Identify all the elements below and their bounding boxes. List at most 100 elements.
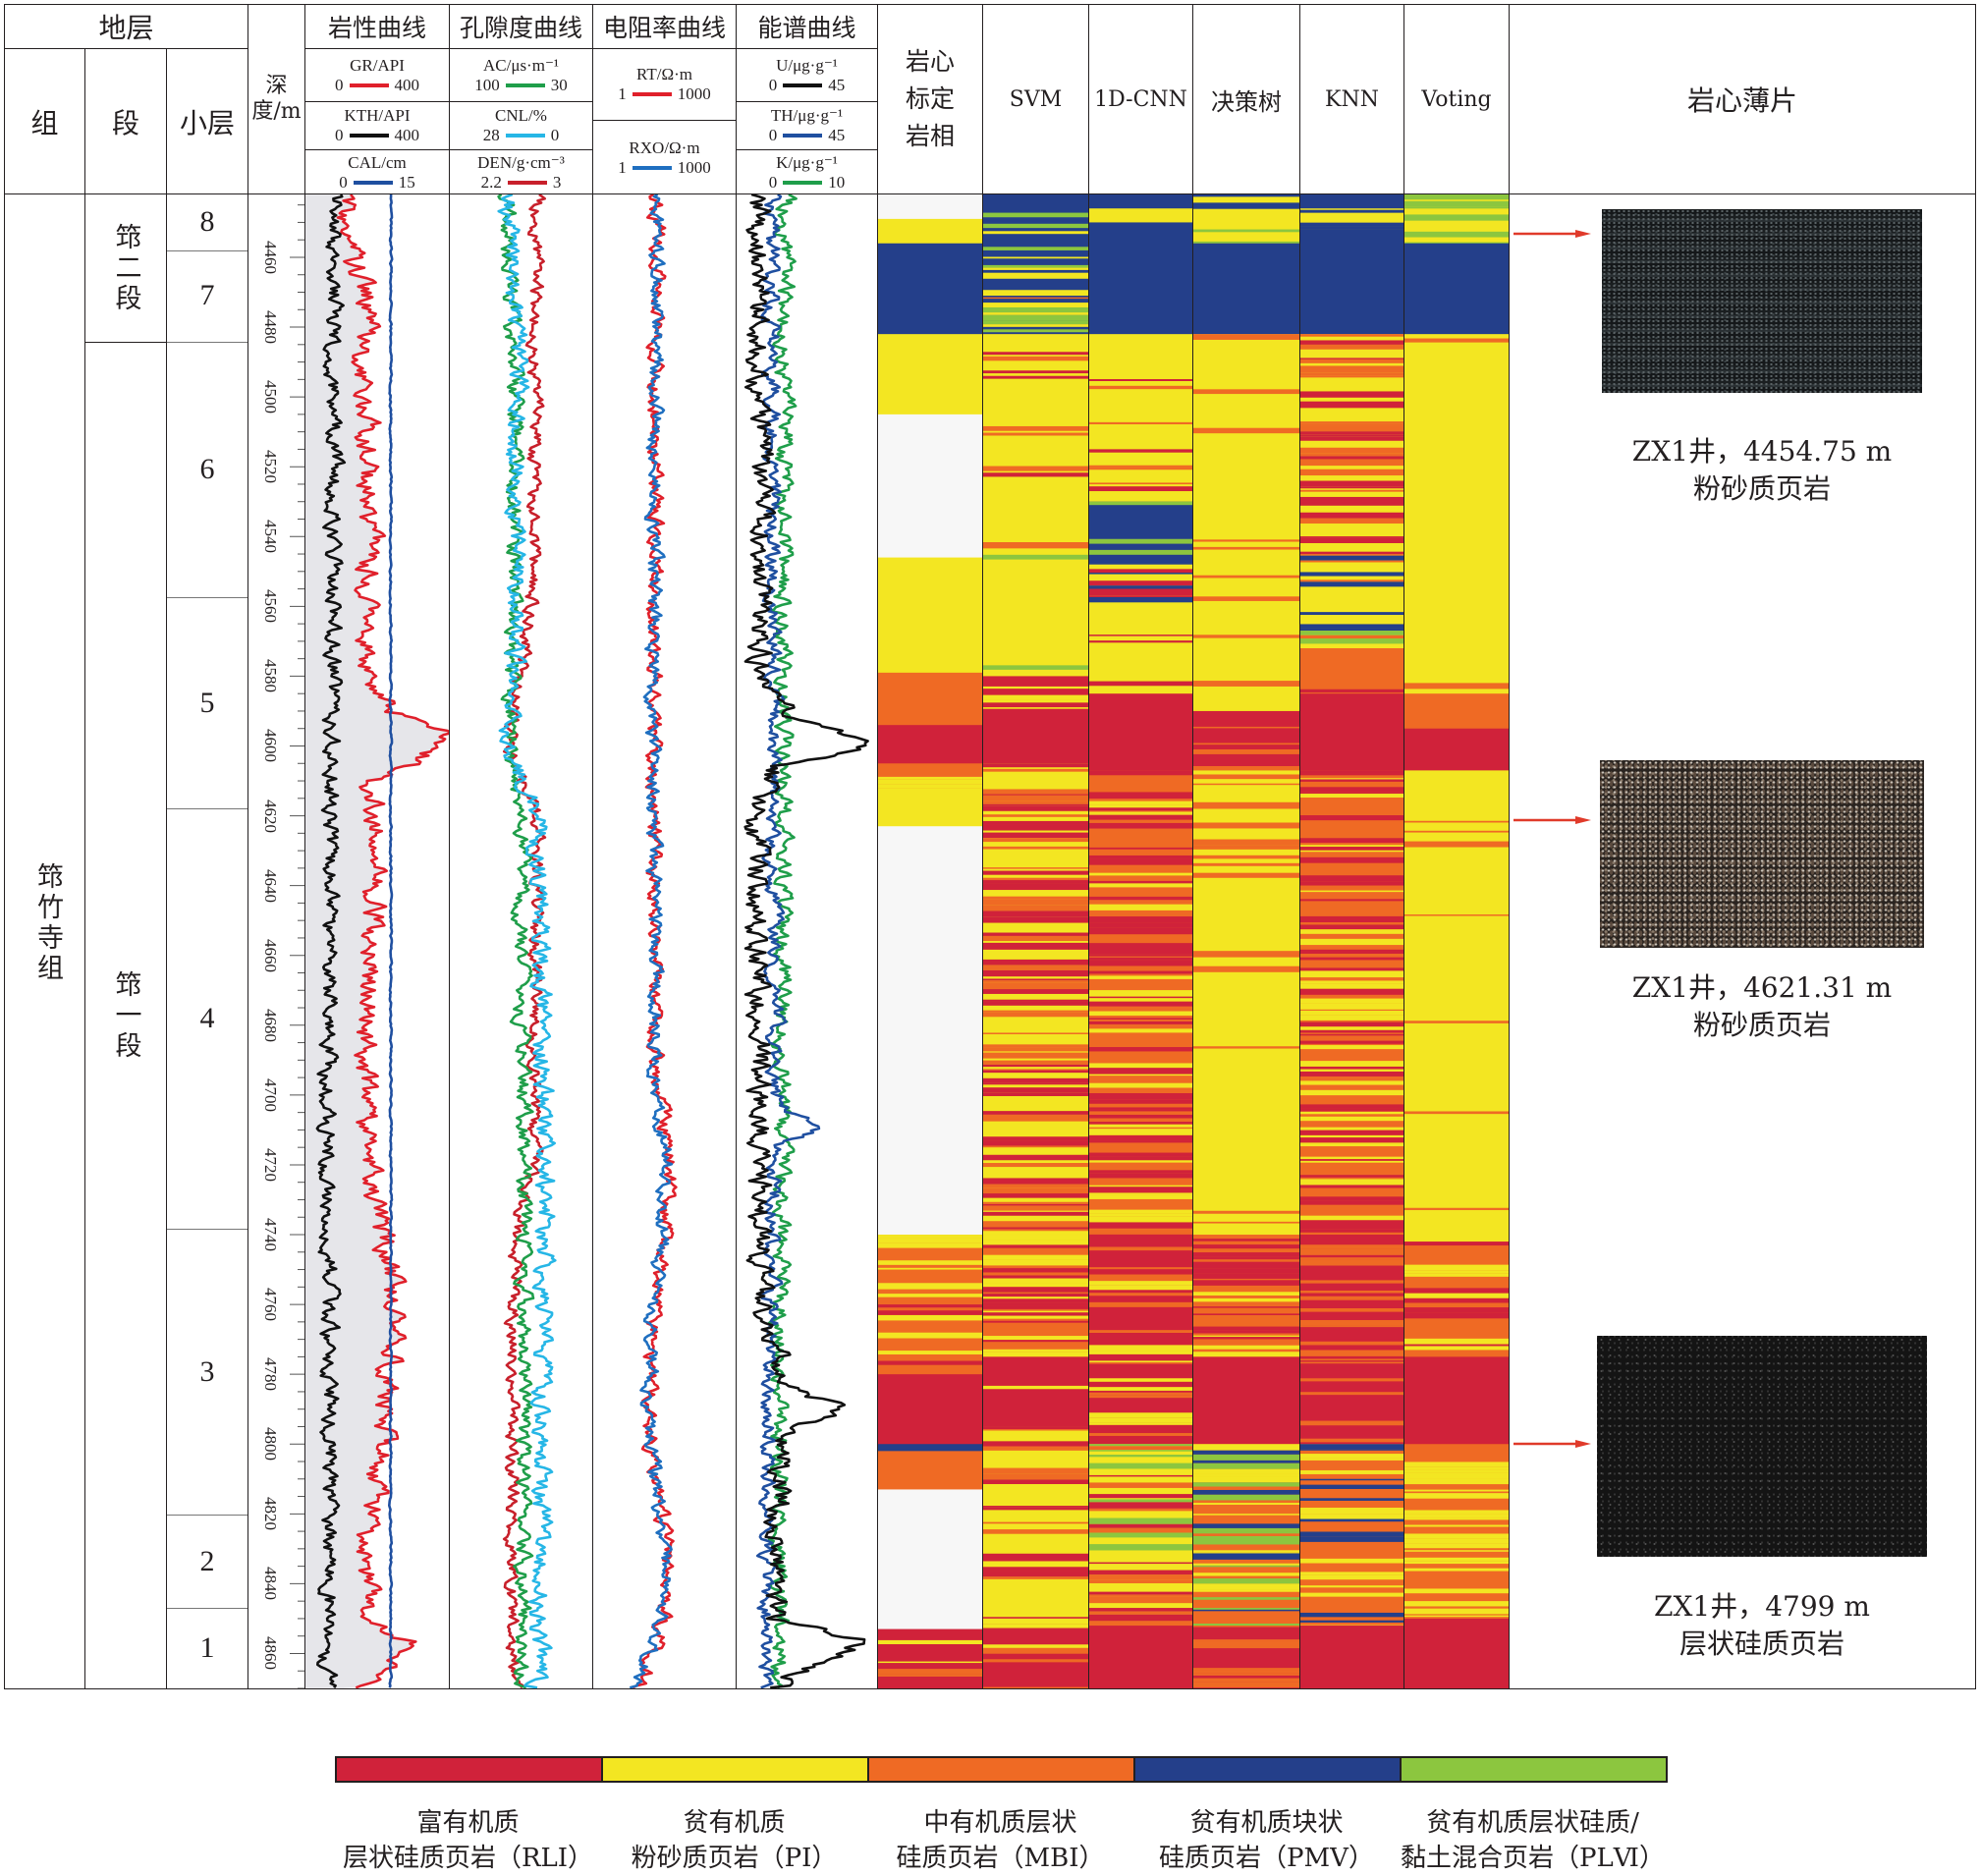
curve-name: TH/μg·g⁻¹ [770, 106, 844, 125]
facies-band-rli [1300, 787, 1403, 793]
facies-band-rli [983, 1298, 1088, 1303]
curve-min: 28 [482, 126, 500, 144]
facies-band-pi [1300, 1572, 1403, 1575]
facies-band-rli [1089, 1186, 1192, 1191]
curve-max: 10 [828, 172, 846, 192]
facies-band-rli [1089, 1107, 1192, 1110]
facies-bands [1300, 194, 1403, 1688]
facies-band-mbi [1300, 1341, 1403, 1346]
facies-band-rli [983, 803, 1088, 806]
facies-band-rli [1089, 1021, 1192, 1024]
facies-band-rli [983, 1618, 1088, 1688]
model-header-svm: SVM [982, 4, 1089, 194]
facies-band-rli [1193, 710, 1299, 771]
facies-band-mbi [983, 846, 1088, 850]
facies-band-pi [1404, 1538, 1509, 1544]
facies-band-rli [1089, 1173, 1192, 1179]
core-lithology: 粉砂质页岩 [1692, 472, 1831, 505]
facies-band-pi [983, 267, 1088, 270]
facies-band-plvi [1089, 1517, 1192, 1524]
track-title: 电阻率曲线 [592, 4, 737, 49]
facies-band-pi [1404, 1517, 1509, 1520]
gr-shading [305, 194, 449, 1688]
facies-band-rli [1300, 1220, 1403, 1226]
facies-band-rli [1300, 957, 1403, 960]
facies-band-rli [983, 1193, 1088, 1198]
facies-band-rli [1193, 1252, 1299, 1257]
facies-band-mbi [1300, 560, 1403, 563]
facies-band-pi [1089, 1194, 1192, 1199]
legend-line2: 层状硅质页岩（RLⅠ） [342, 1844, 594, 1873]
depth-tick-label: 4620 [261, 799, 280, 833]
facies-band-pi [1193, 1292, 1299, 1296]
facies-band-rli [1089, 898, 1192, 901]
facies-band-plvi [1193, 1624, 1299, 1627]
facies-band-rli [1089, 1222, 1192, 1229]
model-header-decision-tree: 决策树 [1192, 4, 1300, 194]
facies-band-rli [1300, 693, 1403, 771]
facies-band-rli [1300, 431, 1403, 435]
facies-band-rli [1089, 927, 1192, 935]
curve-legend-cell: DEN/g·cm⁻³ 2.2 3 [449, 149, 593, 195]
facies-band-mbi [1193, 1668, 1299, 1671]
legend-line2: 粉砂质页岩（PⅠ） [631, 1844, 838, 1873]
facies-band-pi [983, 686, 1088, 690]
facies-band-pmv [1300, 555, 1403, 561]
facies-band-rli [983, 880, 1088, 884]
facies-band-pi [1089, 998, 1192, 1002]
facies-band-mbi [1300, 359, 1403, 363]
facies-band-rli [1193, 1268, 1299, 1274]
facies-band-pi [878, 1661, 982, 1664]
facies-band-mbi [1193, 596, 1299, 601]
facies-band-rli [1089, 1502, 1192, 1509]
facies-band-pi [983, 1644, 1088, 1648]
curve-max: 45 [828, 126, 846, 144]
facies-band-pi [1089, 1129, 1192, 1135]
facies-band-mbi [1300, 447, 1403, 454]
facies-band-rli [1193, 1244, 1299, 1249]
depth-tick-label: 4740 [261, 1218, 280, 1251]
facies-band-rli [983, 805, 1088, 811]
facies-band-rli [1300, 1066, 1403, 1070]
facies-band-pi [1300, 1215, 1403, 1221]
facies-band-mbi [983, 1047, 1088, 1052]
facies-band-mbi [983, 1473, 1088, 1480]
curve-legend-cell: KTH/API 0 400 [304, 101, 450, 150]
depth-tick-marks [290, 204, 304, 1688]
facies-band-rli [983, 959, 1088, 966]
legend-line1: 富有机质 [416, 1808, 520, 1838]
curve-line-swatch [632, 165, 672, 170]
facies-band-pi [1300, 1160, 1403, 1163]
curve-min: 2.2 [480, 172, 502, 192]
model-header-knn: KNN [1299, 4, 1404, 194]
facies-band-mbi [1193, 1670, 1299, 1674]
facies-band-rli [1300, 436, 1403, 441]
facies-band-mbi [1404, 830, 1509, 833]
facies-band-pi [1193, 1297, 1299, 1302]
depth-tick-label: 4660 [261, 938, 280, 972]
lithology-track [304, 193, 450, 1689]
facies-band-pi [1300, 890, 1403, 893]
facies-band-mbi [1300, 1438, 1403, 1443]
facies-band-plvi [1089, 1544, 1192, 1551]
facies-band-rli [983, 910, 1088, 917]
curve-line-swatch [783, 134, 823, 138]
facies-band-rli [1300, 847, 1403, 851]
facies-band-rli [983, 1441, 1088, 1447]
facies-band-plvi [1193, 229, 1299, 233]
facies-band-pi [1300, 1015, 1403, 1021]
facies-band-pi [983, 312, 1088, 315]
facies-band-mbi [983, 1060, 1088, 1065]
facies-band-pmv [1300, 194, 1403, 209]
facies-band-pi [983, 1310, 1088, 1313]
facies-band-pi [878, 218, 982, 245]
facies-band-mbi [983, 838, 1088, 843]
facies-band-pi [983, 1278, 1088, 1284]
facies-band-rli [983, 969, 1088, 977]
facies-band-pi [983, 324, 1088, 327]
facies-band-pmv [1300, 209, 1403, 213]
facies-band-pi [983, 1240, 1088, 1245]
facies-band-rli [1089, 847, 1192, 850]
facies-band-pi [983, 1235, 1088, 1241]
facies-band-pi [1404, 1493, 1509, 1499]
